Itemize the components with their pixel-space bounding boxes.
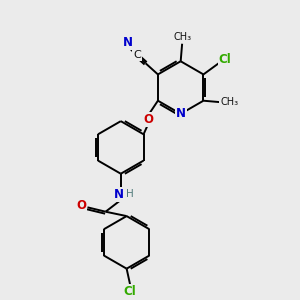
Text: CH₃: CH₃ — [173, 32, 191, 42]
Text: Cl: Cl — [124, 285, 136, 298]
Text: O: O — [76, 200, 86, 212]
Text: N: N — [176, 107, 186, 120]
Text: O: O — [144, 112, 154, 126]
Text: CH₃: CH₃ — [220, 97, 238, 107]
Text: Cl: Cl — [219, 53, 231, 66]
Text: H: H — [126, 189, 134, 199]
Text: N: N — [123, 36, 133, 49]
Text: C: C — [133, 50, 141, 60]
Text: N: N — [113, 188, 124, 201]
